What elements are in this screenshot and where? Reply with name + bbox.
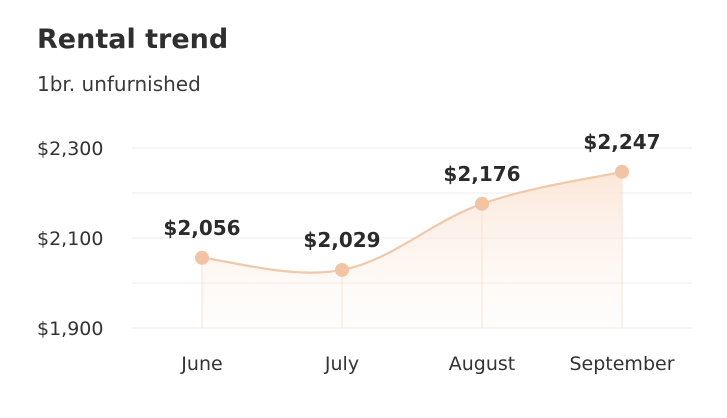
chart-subtitle: 1br. unfurnished [37, 72, 201, 96]
data-label-june: $2,056 [163, 216, 240, 240]
x-tick-label-september: September [569, 353, 674, 375]
data-point-july [335, 262, 349, 277]
y-tick-label: $1,900 [37, 318, 103, 340]
series-line [201, 170, 623, 274]
series-area [202, 171, 622, 328]
y-tick-label: $2,300 [37, 138, 103, 160]
chart-title: Rental trend [37, 24, 229, 55]
data-label-august: $2,176 [443, 162, 520, 186]
data-point-september [615, 164, 629, 179]
data-point-august [475, 196, 489, 211]
x-tick-label-june: June [180, 353, 222, 375]
x-tick-label-july: July [324, 353, 359, 375]
x-tick-label-august: August [449, 353, 516, 375]
y-tick-label: $2,100 [37, 228, 103, 250]
data-label-september: $2,247 [583, 130, 660, 154]
data-label-july: $2,029 [303, 228, 380, 252]
data-point-june [195, 250, 209, 265]
